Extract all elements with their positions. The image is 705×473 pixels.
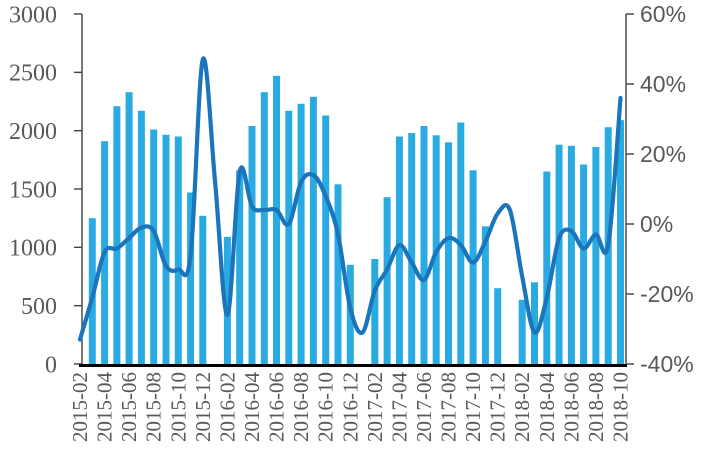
left-axis-tick-label: 0 [45,352,57,378]
bar [445,142,452,364]
x-axis-tick-label: 2018-04 [535,372,559,442]
x-axis-tick-label: 2017-12 [486,372,510,442]
x-axis-tick-label: 2016-10 [314,372,338,442]
bar [273,75,280,365]
left-axis-tick-label: 3000 [9,2,57,28]
growth-line [77,56,623,342]
bar [469,170,477,364]
x-axis-tick-label: 2018-02 [510,372,534,442]
left-axis-tick-label: 500 [21,294,57,320]
left-axis-tick-label: 2500 [9,61,57,87]
bar [420,126,428,364]
x-axis-tick-label: 2017-06 [412,372,436,442]
x-axis-tick-label: 2018-06 [559,372,583,442]
bar [322,115,330,364]
bar [125,92,133,364]
bar [555,144,563,364]
bar [174,136,182,364]
x-axis-tick-label: 2017-04 [387,372,411,442]
right-axis-tick-label: 0% [640,211,673,237]
x-axis-tick-label: 2016-06 [265,372,289,442]
bar [137,110,145,364]
right-axis-tick-label: 40% [640,71,686,97]
right-axis-tick-label: -20% [640,281,694,307]
x-axis-tick-label: 2018-08 [584,372,608,442]
bar [383,197,391,364]
bar [531,282,538,364]
bar [617,120,624,364]
bar [285,110,293,364]
x-axis-tick-label: 2016-04 [240,372,264,442]
x-axis-tick-label: 2015-10 [166,372,190,442]
bar [567,145,575,364]
bar [223,236,231,364]
bar [543,171,551,364]
bar [309,96,317,365]
x-axis-tick-label: 2016-02 [215,372,239,442]
x-axis-tick-label: 2015-08 [142,372,166,442]
x-axis-tick-label: 2017-10 [461,372,485,442]
x-axis-tick-label: 2015-02 [68,372,92,442]
x-axis-tick-label: 2016-08 [289,372,313,442]
x-axis-tick-label: 2015-06 [117,372,141,442]
bar [260,92,268,364]
bar [481,226,489,364]
bar [236,170,244,364]
bar [592,147,600,364]
left-axis-tick-label: 1500 [9,177,57,203]
bar [199,215,207,364]
x-axis-tick-label: 2018-10 [609,372,633,442]
bar [162,134,170,365]
bar [334,184,342,364]
bar [371,259,379,364]
bar [408,133,416,364]
bar [150,129,158,364]
bar [518,299,526,364]
bar [248,126,256,364]
right-axis-tick-label: 20% [640,141,686,167]
left-axis-tick-label: 2000 [9,119,57,145]
x-axis-tick-label: 2016-12 [338,372,362,442]
bar [297,103,305,365]
bar [395,136,403,364]
bar [580,164,588,364]
bar [187,192,195,364]
right-axis-tick-label: 60% [640,1,686,27]
bar [113,106,121,364]
x-axis-tick-label: 2015-04 [93,372,117,442]
x-axis-tick-label: 2017-02 [363,372,387,442]
bar [494,288,502,364]
left-axis-tick-label: 1000 [9,236,57,262]
x-axis-tick-label: 2015-12 [191,372,215,442]
x-axis-tick-label: 2017-08 [437,372,461,442]
right-axis-tick-label: -40% [640,351,694,377]
